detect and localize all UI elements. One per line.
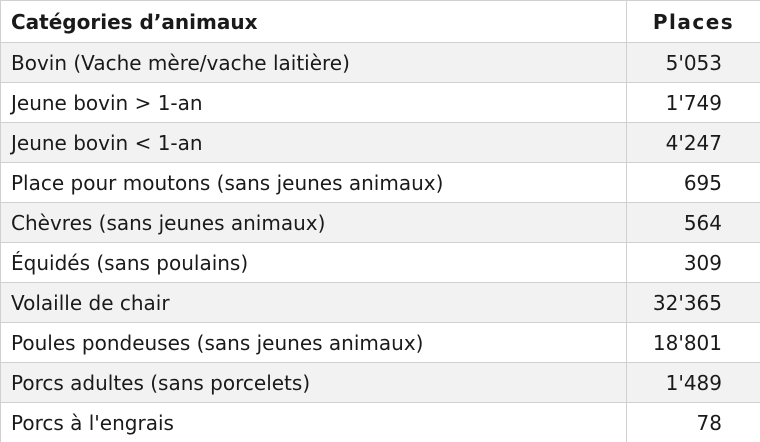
row-category: Volaille de chair (0, 282, 627, 323)
table-row: Équidés (sans poulains) 309 (0, 242, 760, 283)
row-category: Place pour moutons (sans jeunes animaux) (0, 162, 627, 203)
row-places: 32'365 (626, 282, 760, 323)
row-category: Jeune bovin < 1-an (0, 122, 627, 163)
table-row: Poules pondeuses (sans jeunes animaux) 1… (0, 322, 760, 363)
row-places: 4'247 (626, 122, 760, 163)
row-places: 78 (626, 402, 760, 442)
row-places: 1'749 (626, 82, 760, 123)
header-places: Places (626, 0, 760, 43)
row-places: 5'053 (626, 42, 760, 83)
row-category: Porcs adultes (sans porcelets) (0, 362, 627, 403)
row-category: Bovin (Vache mère/vache laitière) (0, 42, 627, 83)
table-row: Jeune bovin > 1-an 1'749 (0, 82, 760, 123)
row-category: Jeune bovin > 1-an (0, 82, 627, 123)
table-row: Chèvres (sans jeunes animaux) 564 (0, 202, 760, 243)
header-category: Catégories d’animaux (0, 0, 627, 43)
row-places: 18'801 (626, 322, 760, 363)
table-row: Volaille de chair 32'365 (0, 282, 760, 323)
row-places: 309 (626, 242, 760, 283)
table-row: Porcs à l'engrais 78 (0, 402, 760, 442)
table-row: Bovin (Vache mère/vache laitière) 5'053 (0, 42, 760, 83)
row-places: 695 (626, 162, 760, 203)
row-category: Équidés (sans poulains) (0, 242, 627, 283)
table-row: Place pour moutons (sans jeunes animaux)… (0, 162, 760, 203)
row-category: Poules pondeuses (sans jeunes animaux) (0, 322, 627, 363)
row-places: 1'489 (626, 362, 760, 403)
table-header-row: Catégories d’animaux Places (0, 0, 760, 43)
row-places: 564 (626, 202, 760, 243)
row-category: Porcs à l'engrais (0, 402, 627, 442)
row-category: Chèvres (sans jeunes animaux) (0, 202, 627, 243)
table-row: Jeune bovin < 1-an 4'247 (0, 122, 760, 163)
table-row: Porcs adultes (sans porcelets) 1'489 (0, 362, 760, 403)
